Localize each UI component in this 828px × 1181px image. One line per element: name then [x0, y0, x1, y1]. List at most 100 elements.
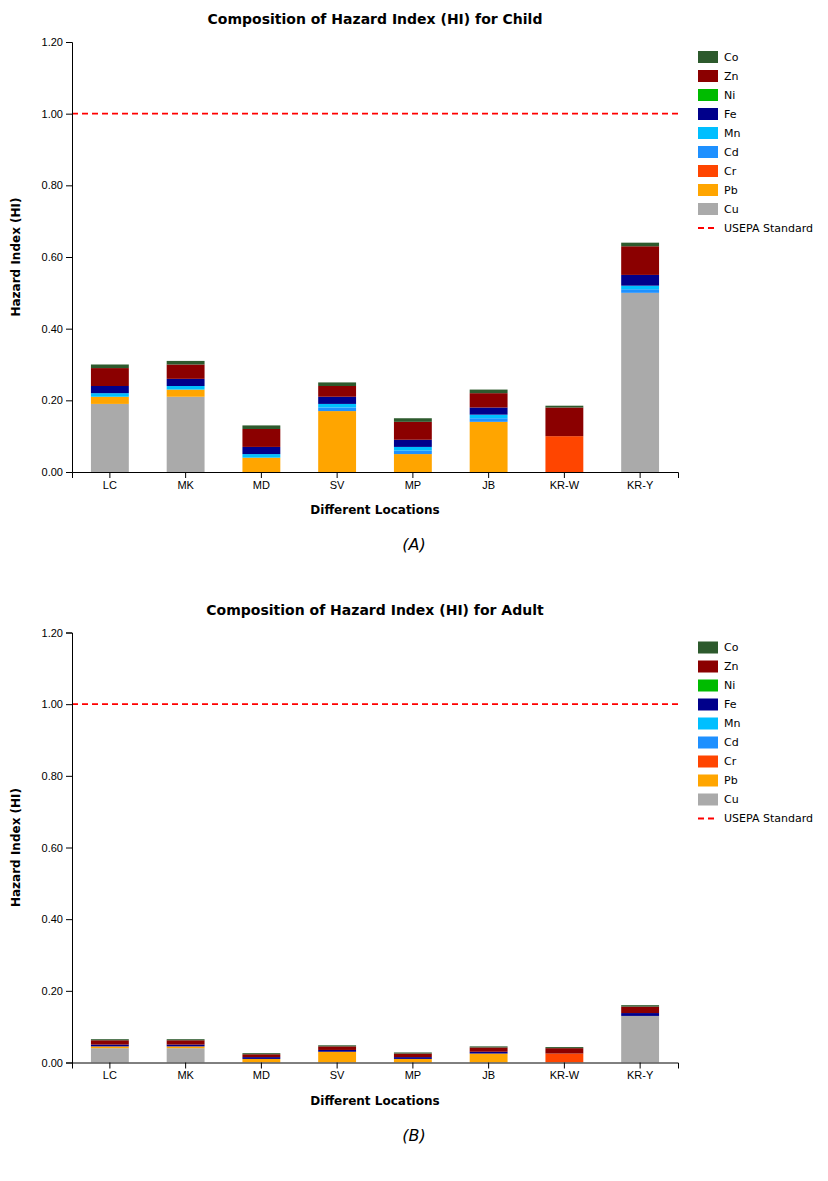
y-tick-label: 1.00	[42, 698, 63, 710]
bar-segment	[242, 425, 280, 429]
bar-segment	[167, 386, 205, 390]
y-tick-label: 1.20	[42, 627, 63, 639]
bar-segment	[470, 390, 508, 394]
bar-segment	[545, 436, 583, 472]
panel: 0.000.200.400.600.801.001.20LCMKMDSVMPJB…	[9, 602, 813, 1145]
bar-segment	[167, 361, 205, 365]
bar-segment	[394, 447, 432, 451]
bar-segment	[242, 1057, 280, 1059]
y-tick-mark	[66, 42, 72, 43]
bar-segment	[621, 286, 659, 290]
bar-segment	[318, 386, 356, 397]
x-tick: JB	[482, 1063, 495, 1082]
x-tick-mark	[488, 472, 489, 478]
bar-segment	[167, 1039, 205, 1040]
bar-segment	[242, 454, 280, 458]
bar-segment	[394, 1054, 432, 1058]
legend-label: Cr	[724, 755, 737, 768]
bar-segment	[91, 1048, 129, 1062]
bar-segment	[167, 1040, 205, 1044]
y-tick-mark	[66, 919, 72, 920]
legend-label: Mn	[724, 717, 740, 730]
y-tick-label: 0.60	[42, 251, 63, 263]
bar-segment	[91, 393, 129, 397]
bar-segment	[91, 386, 129, 393]
reference-line	[72, 113, 678, 115]
bar-series	[91, 390, 508, 472]
bar-segment	[167, 390, 205, 397]
bar-series	[91, 286, 659, 458]
x-tick-mark	[261, 1063, 262, 1069]
bar-segment	[470, 1047, 508, 1051]
legend-swatch	[698, 108, 718, 120]
bar-series	[91, 1016, 659, 1063]
x-tick-label: KR-W	[550, 479, 580, 491]
legend-swatch	[698, 127, 718, 139]
bar-segment	[318, 1052, 356, 1063]
bar-segment	[545, 408, 583, 437]
x-tick: MK	[177, 1063, 194, 1082]
bar-segment	[167, 365, 205, 379]
bar-series	[91, 243, 659, 429]
bar-series	[91, 1005, 659, 1054]
y-axis-line	[66, 633, 73, 1063]
y-axis: 0.000.200.400.600.801.001.20	[42, 36, 73, 478]
legend-item: Mn	[698, 717, 740, 730]
legend-swatch	[698, 89, 718, 101]
y-tick-mark	[66, 776, 72, 777]
legend-item: Co	[698, 641, 739, 654]
legend-label: Pb	[724, 184, 738, 197]
bar-segment	[318, 1045, 356, 1046]
x-tick: MP	[405, 1063, 422, 1082]
legend-label: Zn	[724, 70, 739, 83]
bar-segment	[394, 1059, 432, 1063]
y-tick: 0.20	[42, 394, 72, 406]
y-tick: 1.20	[42, 36, 72, 48]
x-tick-mark	[261, 472, 262, 478]
x-tick-mark	[185, 1063, 186, 1069]
x-tick-label: SV	[330, 1069, 345, 1081]
legend-swatch	[698, 51, 718, 63]
bar-segment	[545, 1048, 583, 1053]
y-tick: 1.20	[42, 627, 72, 639]
legend-label: Mn	[724, 127, 740, 140]
bar-segment	[470, 408, 508, 415]
plot-area: 0.000.200.400.600.801.001.20LCMKMDSVMPJB…	[42, 627, 679, 1082]
x-tick-mark	[564, 1063, 565, 1069]
bar-segment	[394, 418, 432, 422]
x-tick-label: MK	[177, 479, 194, 491]
x-tick-label: LC	[103, 1069, 117, 1081]
bar-segment	[621, 1016, 659, 1063]
legend-item: Cu	[698, 203, 739, 216]
legend-item: Fe	[698, 108, 737, 121]
x-tick: KR-W	[550, 1063, 580, 1082]
bar-segment	[167, 397, 205, 472]
x-tick-mark	[564, 472, 565, 478]
legend-swatch	[698, 165, 718, 177]
legend-swatch	[698, 642, 718, 654]
legend-label: Co	[724, 51, 739, 64]
marks	[72, 114, 678, 472]
legend: CoZnNiFeMnCdCrPbCuUSEPA Standard	[698, 641, 813, 825]
y-tick: 0.80	[42, 770, 72, 782]
bar-segment	[167, 1046, 205, 1048]
legend-swatch	[698, 661, 718, 673]
bar-segment	[91, 1046, 129, 1048]
y-axis-title: Hazard Index (HI)	[9, 788, 23, 907]
x-tick: KR-Y	[627, 472, 654, 491]
y-tick-mark	[66, 991, 72, 992]
legend-swatch	[698, 227, 718, 229]
legend-label: USEPA Standard	[724, 812, 813, 825]
x-tick-label: SV	[330, 479, 345, 491]
legend-swatch	[698, 184, 718, 196]
y-axis: 0.000.200.400.600.801.001.20	[42, 627, 73, 1069]
bar-segment	[470, 393, 508, 407]
x-tick-mark	[337, 472, 338, 478]
y-tick-label: 0.00	[42, 1057, 63, 1069]
bar-segment	[318, 408, 356, 412]
bar-segment	[318, 1050, 356, 1052]
y-tick-label: 0.40	[42, 323, 63, 335]
x-tick-label: MP	[405, 479, 422, 491]
y-tick: 0.60	[42, 842, 72, 854]
legend-swatch	[698, 775, 718, 787]
